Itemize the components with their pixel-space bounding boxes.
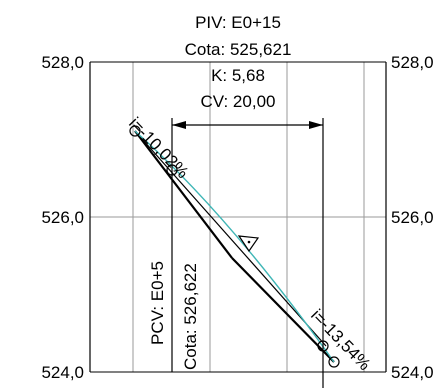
- pcv-marker-icon: [166, 164, 178, 176]
- curve-path: [134, 130, 335, 363]
- piv-station-label: PIV: E0+15: [195, 13, 281, 32]
- pcv-elevation-label: Cota: 526,622: [181, 263, 200, 370]
- cv-arrow-left-icon: [172, 121, 186, 129]
- cv-arrow-right-icon: [309, 121, 323, 129]
- axis-right-top-label: 528,0: [391, 53, 434, 72]
- piv-labels: PIV: E0+15 Cota: 525,621 K: 5,68 CV: 20,…: [185, 13, 292, 111]
- piv-k-label: K: 5,68: [211, 66, 265, 85]
- axis-left-bottom-label: 524,0: [41, 363, 84, 382]
- curve-chord-black: [134, 130, 327, 347]
- axis-right: 528,0 526,0 524,0: [391, 53, 434, 382]
- incoming-tangent: [134, 130, 233, 259]
- axis-left-top-label: 528,0: [41, 53, 84, 72]
- piv-elevation-label: Cota: 525,621: [185, 40, 292, 59]
- cv-dimension: [171, 118, 324, 388]
- axis-left: 528,0 526,0 524,0: [41, 53, 84, 382]
- piv-triangle-icon: [237, 235, 260, 253]
- axis-left-mid-label: 526,0: [41, 208, 84, 227]
- axis-right-bottom-label: 524,0: [391, 363, 434, 382]
- grid: [90, 62, 386, 372]
- markers: [129, 125, 340, 368]
- pcv-start-marker-icon: [129, 125, 141, 137]
- outgoing-tangent: [231, 257, 335, 363]
- tangents: [134, 130, 335, 363]
- pcv-labels: PCV: E0+5 Cota: 526,622: [148, 261, 200, 370]
- vertical-curve: [134, 130, 335, 363]
- axis-right-mid-label: 526,0: [391, 208, 434, 227]
- ptv-marker-icon: [317, 340, 329, 352]
- frame: [89, 61, 387, 373]
- ptv-end-marker-icon: [328, 356, 340, 368]
- piv-dot-icon: [247, 240, 251, 244]
- pcv-station-label: PCV: E0+5: [148, 261, 167, 345]
- piv-cv-label: CV: 20,00: [201, 92, 276, 111]
